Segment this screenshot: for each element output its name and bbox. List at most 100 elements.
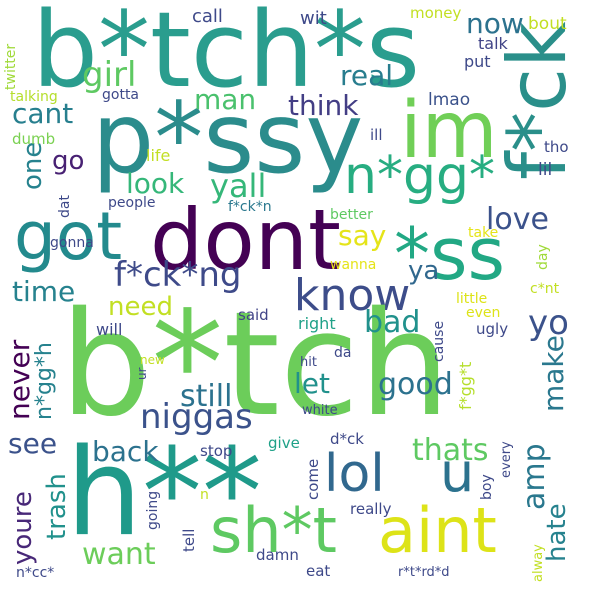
word: let: [294, 367, 330, 400]
word: every: [499, 441, 514, 478]
word: f*ck: [491, 21, 584, 180]
word: yall: [210, 167, 267, 205]
word: now: [466, 7, 524, 40]
word: man: [194, 83, 257, 116]
word: give: [268, 434, 300, 452]
word: damn: [256, 546, 299, 564]
word: n*gg*h: [32, 342, 57, 420]
word: yo: [528, 303, 569, 343]
word: real: [340, 59, 394, 92]
word: day: [535, 244, 551, 270]
word: boy: [479, 474, 495, 500]
word: wanna: [330, 257, 377, 273]
word: will: [96, 320, 123, 339]
word: still: [180, 379, 233, 414]
word: time: [12, 275, 76, 308]
word: sh*t: [210, 494, 337, 567]
word: f*ck*n: [228, 199, 272, 215]
word: f*ck*ng: [114, 255, 242, 295]
word: h**: [66, 424, 263, 563]
word: amp: [517, 443, 552, 510]
word: need: [108, 292, 173, 322]
word: go: [52, 146, 85, 176]
word: going: [145, 490, 161, 530]
word: gotta: [102, 87, 140, 103]
word: trash: [42, 473, 72, 540]
word: cause: [431, 320, 447, 362]
word: dont: [150, 191, 341, 289]
word: better: [330, 207, 373, 223]
word: little: [456, 291, 488, 307]
word: back: [92, 435, 159, 468]
word: one: [18, 141, 48, 190]
word: right: [298, 314, 336, 333]
word: cant: [12, 97, 74, 130]
word: ur: [135, 367, 149, 380]
word: hit: [300, 355, 317, 370]
word: dumb: [12, 130, 56, 148]
word: thats: [412, 433, 489, 468]
word: see: [8, 427, 58, 460]
word: c*nt: [530, 281, 560, 297]
word: white: [302, 403, 338, 418]
word: twitter: [3, 43, 19, 90]
word: got: [14, 198, 123, 275]
word: niggas: [140, 397, 253, 437]
word: think: [288, 89, 359, 122]
word: come: [304, 458, 322, 500]
word: make: [537, 335, 570, 412]
word: b*tch*s: [32, 0, 421, 111]
word: want: [82, 537, 156, 572]
word: say: [338, 219, 387, 252]
word: im: [400, 86, 498, 176]
word: never: [3, 339, 36, 420]
word: dat: [57, 195, 73, 218]
word: really: [350, 500, 392, 518]
word: said: [238, 306, 269, 324]
word: lol: [324, 444, 385, 504]
word: girl: [82, 55, 137, 95]
word: put: [464, 52, 491, 71]
word: know: [294, 270, 411, 321]
word: d*ck: [330, 430, 364, 448]
word: lmao: [428, 90, 471, 110]
word: bout: [528, 14, 567, 34]
word: aint: [378, 494, 497, 567]
word: talk: [478, 34, 508, 53]
word: good: [378, 367, 453, 402]
word: lil: [538, 160, 553, 180]
word: youre: [8, 491, 38, 565]
word: tell: [180, 528, 198, 552]
word: alway: [531, 544, 546, 582]
word: new: [140, 353, 165, 367]
word: r*t*rd*d: [398, 565, 450, 580]
word: b*tch: [60, 280, 451, 448]
word: bad: [364, 305, 421, 340]
word: stop: [200, 442, 233, 460]
word: look: [126, 167, 185, 200]
word: even: [466, 305, 501, 321]
word: n*gg*: [344, 146, 495, 206]
word: n*cc*: [16, 565, 55, 581]
word: tho: [544, 138, 569, 156]
word: take: [468, 225, 499, 241]
word: money: [410, 4, 462, 22]
word: da: [334, 345, 352, 361]
word: wit: [300, 8, 327, 29]
word: ya: [408, 256, 440, 286]
word: people: [108, 195, 156, 211]
word: ugly: [476, 320, 509, 338]
word: u: [440, 441, 475, 504]
word: call: [192, 6, 223, 27]
word: ill: [370, 126, 383, 144]
word: talking: [10, 89, 58, 105]
word: love: [486, 202, 549, 237]
word: p*ssy: [92, 82, 364, 196]
word: eat: [306, 562, 331, 580]
word: f*gg*t: [456, 361, 475, 410]
word: n: [200, 487, 209, 503]
word: hate: [542, 503, 572, 562]
word: *ss: [394, 212, 506, 296]
word: life: [146, 146, 171, 165]
